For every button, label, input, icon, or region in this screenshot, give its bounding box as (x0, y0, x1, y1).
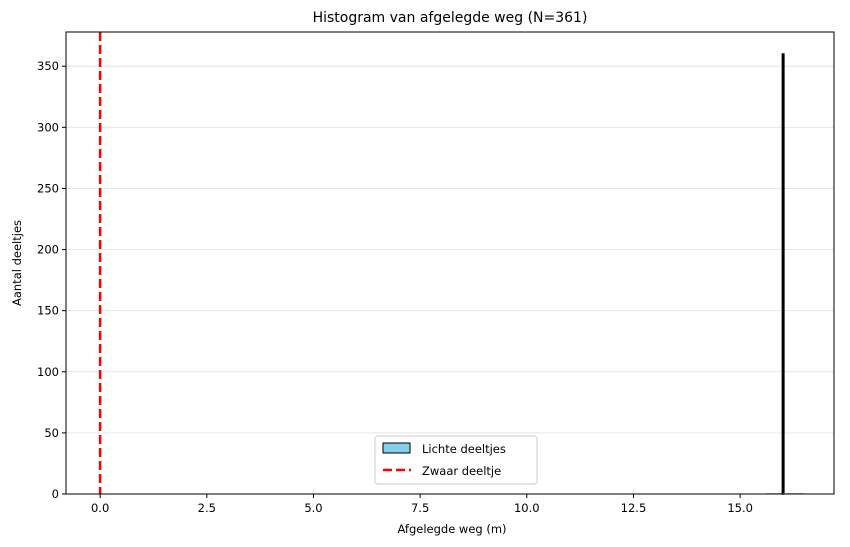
chart-title: Histogram van afgelegde weg (N=361) (313, 10, 588, 26)
x-tick-label: 0.0 (91, 501, 109, 515)
legend: Lichte deeltjes Zwaar deeltje (374, 435, 538, 485)
x-tick-label: 12.5 (621, 501, 647, 515)
x-tick-label: 10.0 (514, 501, 540, 515)
x-tick-label: 2.5 (198, 501, 216, 515)
y-tick-label: 150 (37, 304, 59, 318)
histogram-bar (781, 53, 785, 495)
legend-label-heavy: Zwaar deeltje (422, 464, 501, 478)
x-axis-ticks: 0.0 2.5 5.0 7.5 10.0 12.5 15.0 (91, 494, 753, 515)
y-axis-label: Aantal deeltjes (10, 220, 24, 306)
x-tick-label: 7.5 (411, 501, 429, 515)
y-tick-label: 350 (37, 59, 59, 73)
x-tick-label: 5.0 (304, 501, 322, 515)
y-tick-label: 250 (37, 181, 59, 195)
legend-label-light: Lichte deeltjes (422, 442, 506, 456)
y-tick-label: 300 (37, 120, 59, 134)
x-axis-label: Afgelegde weg (m) (397, 522, 506, 536)
legend-swatch-light (382, 442, 411, 454)
plot-area (65, 31, 835, 495)
y-tick-label: 50 (44, 426, 59, 440)
y-axis-ticks: 0 50 100 150 200 250 300 350 (37, 59, 66, 501)
y-tick-label: 200 (37, 243, 59, 257)
y-tick-label: 0 (52, 487, 59, 501)
x-tick-label: 15.0 (727, 501, 753, 515)
y-grid (66, 65, 834, 434)
y-tick-label: 100 (37, 365, 59, 379)
histogram-bars (765, 53, 805, 495)
